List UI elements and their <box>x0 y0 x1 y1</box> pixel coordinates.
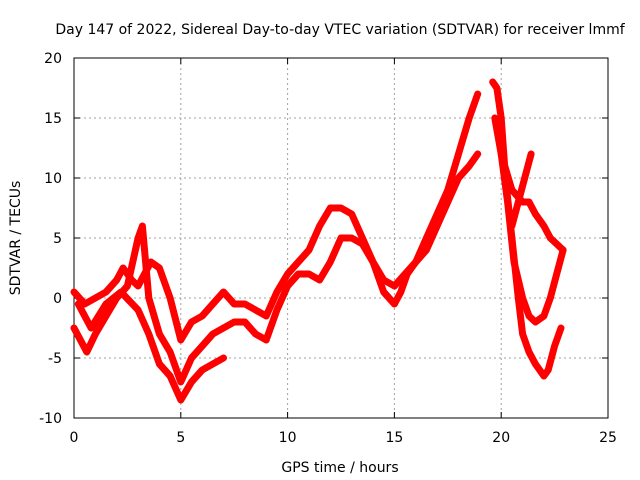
y-tick-label: 10 <box>44 171 62 187</box>
series-track-7 <box>508 150 535 230</box>
series-track-3 <box>74 288 227 404</box>
y-tick-label: -5 <box>48 351 62 367</box>
y-axis-label: SDTVAR / TECUs <box>8 181 24 296</box>
x-axis-label: GPS time / hours <box>281 460 398 476</box>
series-track-5 <box>491 114 567 326</box>
series-track-2 <box>70 150 482 386</box>
x-tick-label: 5 <box>176 430 185 446</box>
data-series <box>70 78 567 404</box>
y-tick-label: 0 <box>53 291 62 307</box>
x-tick-label: 15 <box>385 430 403 446</box>
x-tick-label: 25 <box>599 430 617 446</box>
chart-title: Day 147 of 2022, Sidereal Day-to-day VTE… <box>55 22 625 38</box>
y-tick-label: 5 <box>53 231 62 247</box>
series-track-6 <box>497 150 567 254</box>
axis-ticks: 0 5 10 15 20 25 -10 -5 0 5 10 15 20 <box>39 51 617 446</box>
x-tick-label: 0 <box>70 430 79 446</box>
y-tick-label: 20 <box>44 51 62 67</box>
x-tick-label: 20 <box>492 430 510 446</box>
x-tick-label: 10 <box>279 430 297 446</box>
y-tick-label: 15 <box>44 111 62 127</box>
y-tick-label: -10 <box>39 411 62 427</box>
series-track-4 <box>489 78 565 380</box>
